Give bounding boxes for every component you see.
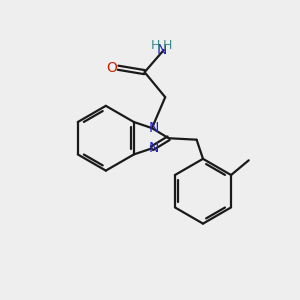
Text: H: H	[151, 39, 160, 52]
Text: N: N	[156, 43, 167, 57]
Text: N: N	[148, 121, 159, 135]
Text: H: H	[163, 39, 172, 52]
Text: O: O	[106, 61, 117, 75]
Text: N: N	[148, 141, 159, 155]
